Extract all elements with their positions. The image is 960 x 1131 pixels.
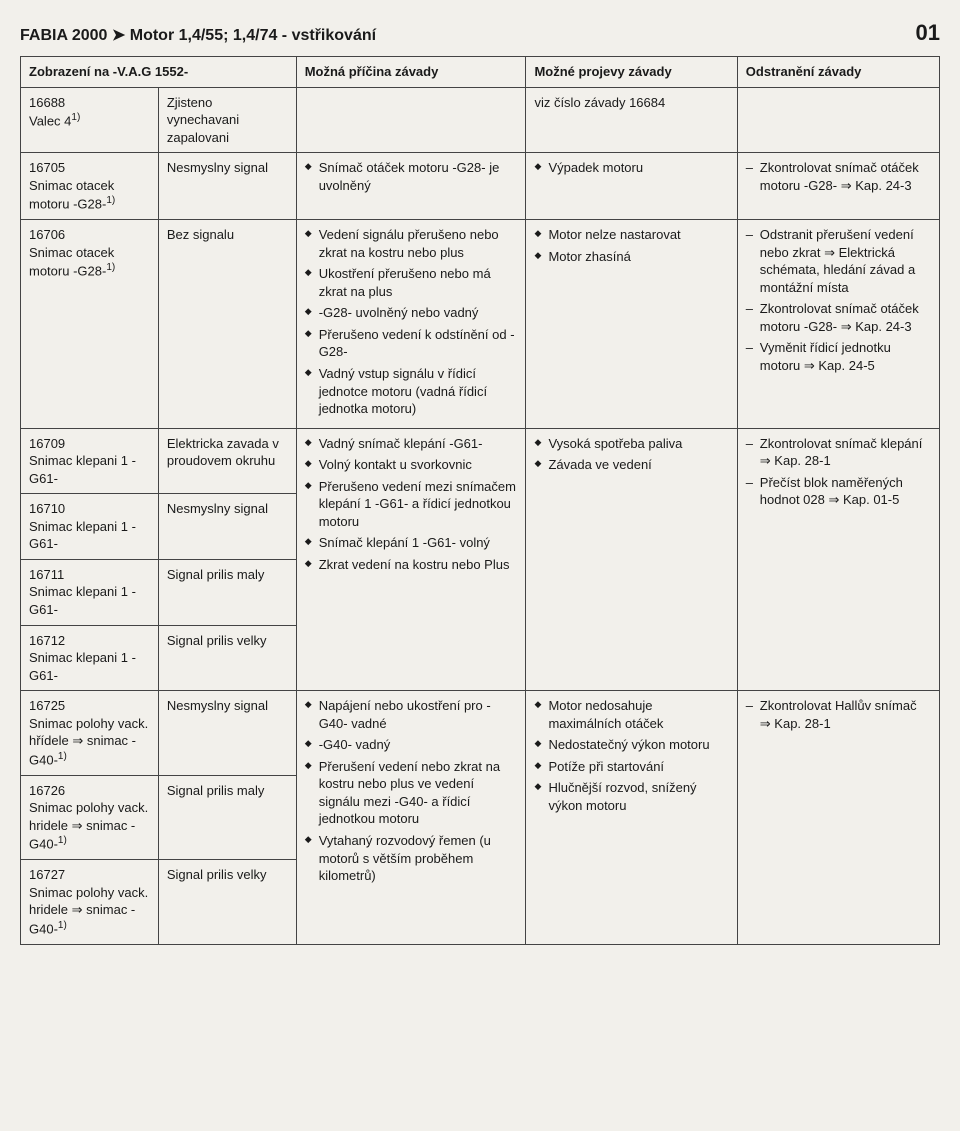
fault-cause: Vedení signálu přerušeno nebo zkrat na k… <box>296 220 526 428</box>
fault-fix: Odstranit přerušení vedení nebo zkrat ⇒ … <box>737 220 939 428</box>
fault-fix: Zkontrolovat Hallův snímač ⇒ Kap. 28-1 <box>737 691 939 945</box>
fault-code: 16712Snimac klepani 1 -G61- <box>21 625 159 691</box>
fault-fix: Zkontrolovat snímač klepání ⇒ Kap. 28-1P… <box>737 428 939 691</box>
th-fix: Odstranění závady <box>737 57 939 88</box>
page-number: 01 <box>916 20 940 46</box>
fault-display: Nesmyslny signal <box>158 494 296 560</box>
fault-code: 16727Snimac polohy vack. hridele ⇒ snima… <box>21 860 159 945</box>
fault-display: Elektricka zavada v proudovem okruhu <box>158 428 296 494</box>
th-cause: Možná příčina závady <box>296 57 526 88</box>
fault-code: 16711Snimac klepani 1 -G61- <box>21 559 159 625</box>
fault-display: Nesmyslny signal <box>158 691 296 776</box>
fault-symptom: viz číslo závady 16684 <box>526 87 737 153</box>
fault-cause: Napájení nebo ukostření pro -G40- vadné-… <box>296 691 526 945</box>
fault-symptom: Vysoká spotřeba palivaZávada ve vedení <box>526 428 737 691</box>
page-title: FABIA 2000 ➤ Motor 1,4/55; 1,4/74 - vstř… <box>20 25 376 45</box>
fault-symptom: Výpadek motoru <box>526 153 737 220</box>
fault-fix: Zkontrolovat snímač otáček motoru -G28- … <box>737 153 939 220</box>
fault-display: Signal prilis velky <box>158 625 296 691</box>
fault-display: Zjisteno vynechavani zapalovani <box>158 87 296 153</box>
fault-fix <box>737 87 939 153</box>
fault-cause: Snímač otáček motoru -G28- je uvolněný <box>296 153 526 220</box>
fault-symptom: Motor nedosahuje maximálních otáčekNedos… <box>526 691 737 945</box>
fault-code: 16710Snimac klepani 1 -G61- <box>21 494 159 560</box>
fault-cause <box>296 87 526 153</box>
fault-code: 16688Valec 41) <box>21 87 159 153</box>
fault-code: 16726Snimac polohy vack. hridele ⇒ snima… <box>21 775 159 860</box>
fault-table: Zobrazení na -V.A.G 1552- Možná příčina … <box>20 56 940 945</box>
fault-code: 16709Snimac klepani 1 -G61- <box>21 428 159 494</box>
fault-cause: Vadný snímač klepání -G61-Volný kontakt … <box>296 428 526 691</box>
fault-display: Signal prilis maly <box>158 559 296 625</box>
fault-code: 16725Snimac polohy vack. hřídele ⇒ snima… <box>21 691 159 776</box>
fault-display: Signal prilis maly <box>158 775 296 860</box>
fault-code: 16705Snimac otacek motoru -G28-1) <box>21 153 159 220</box>
fault-code: 16706Snimac otacek motoru -G28-1) <box>21 220 159 428</box>
fault-display: Nesmyslny signal <box>158 153 296 220</box>
fault-display: Signal prilis velky <box>158 860 296 945</box>
th-code: Zobrazení na -V.A.G 1552- <box>21 57 297 88</box>
th-symptom: Možné projevy závady <box>526 57 737 88</box>
fault-display: Bez signalu <box>158 220 296 428</box>
fault-symptom: Motor nelze nastarovatMotor zhasíná <box>526 220 737 428</box>
